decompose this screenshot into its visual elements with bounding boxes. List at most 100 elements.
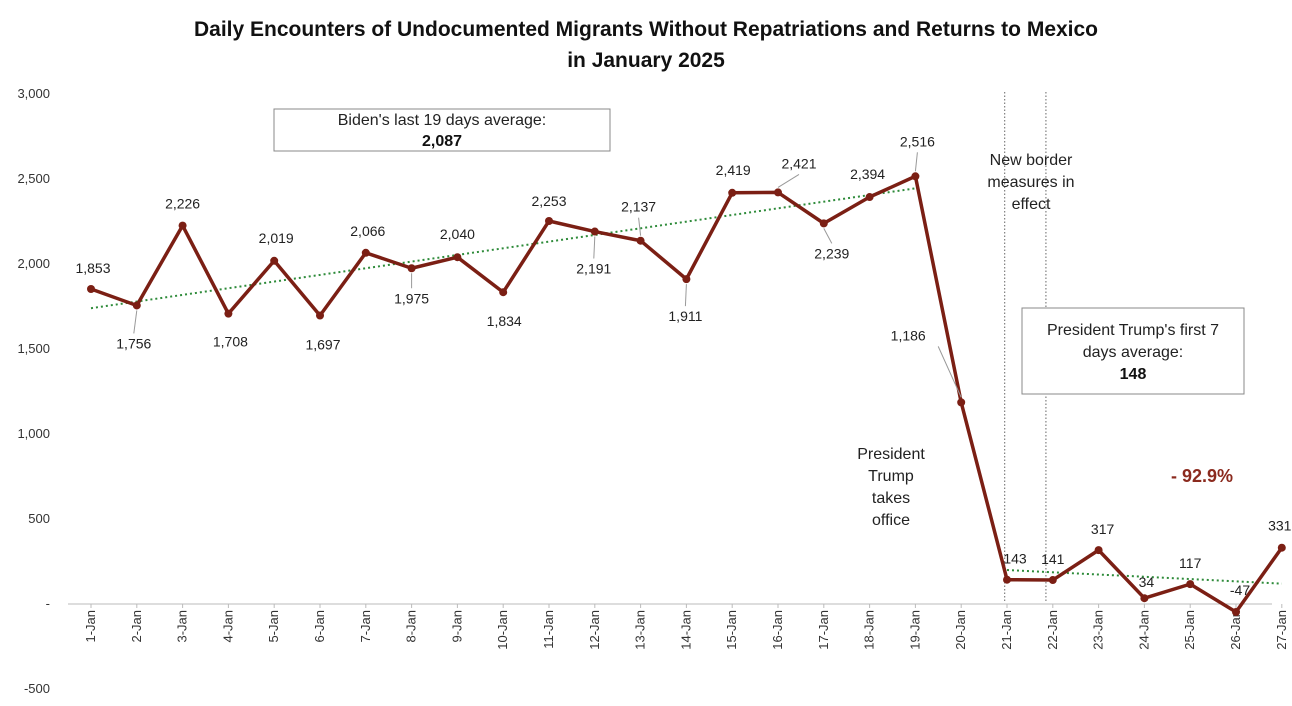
data-label: 143	[1003, 551, 1027, 567]
vertical-markers	[1004, 92, 1047, 602]
data-label: 2,137	[621, 199, 656, 215]
x-tick-label: 24-Jan	[1136, 610, 1151, 650]
x-tick-label: 26-Jan	[1228, 610, 1243, 650]
label-leader-line	[638, 217, 642, 236]
trendlines	[90, 187, 1282, 585]
x-tick-label: 10-Jan	[495, 610, 510, 650]
y-tick-label: -500	[24, 681, 50, 696]
border-measures-annotation: New border measures in effect	[987, 152, 1074, 213]
data-point	[1003, 575, 1011, 584]
data-point	[316, 311, 324, 320]
takes-office-line-3: takes	[872, 490, 910, 507]
x-tick-label: 9-Jan	[449, 610, 464, 643]
data-point	[819, 219, 828, 228]
data-point	[774, 188, 782, 197]
data-point	[865, 193, 874, 202]
x-tick-label: 7-Jan	[358, 610, 373, 643]
series-line	[87, 172, 1286, 616]
x-tick-label: 15-Jan	[724, 610, 739, 650]
takes-office-line-2: Trump	[868, 468, 914, 485]
y-tick-label: 2,000	[17, 256, 50, 271]
x-tick-label: 16-Jan	[770, 610, 785, 650]
data-point	[270, 256, 279, 265]
label-leader-line	[133, 310, 138, 334]
data-label: 117	[1179, 555, 1202, 571]
x-tick-label: 12-Jan	[587, 610, 602, 650]
takes-office-line-4: office	[872, 512, 910, 529]
chart-title-line-1: Daily Encounters of Undocumented Migrant…	[194, 18, 1098, 41]
y-tick-label: 2,500	[17, 171, 50, 186]
data-point	[636, 236, 645, 245]
x-tick-label: 13-Jan	[633, 610, 648, 650]
x-tick-label: 11-Jan	[541, 610, 556, 649]
x-tick-label: 19-Jan	[907, 610, 922, 650]
label-leader-line	[593, 236, 596, 259]
label-leader-line	[937, 346, 962, 398]
data-label: 2,226	[165, 196, 200, 212]
data-point	[590, 227, 599, 236]
data-label: 141	[1041, 551, 1065, 567]
y-tick-label: 3,000	[17, 86, 50, 101]
data-label: 1,756	[116, 335, 151, 351]
data-point	[957, 398, 966, 407]
y-tick-label: 500	[28, 511, 50, 526]
border-line-3: effect	[1012, 196, 1051, 213]
data-label: 331	[1268, 518, 1292, 534]
trump-box-line-3: 148	[1120, 366, 1147, 383]
trump-box-line-2: days average:	[1083, 344, 1184, 361]
data-label: 1,697	[305, 337, 340, 353]
x-tick-label: 17-Jan	[816, 610, 831, 650]
x-tick-label: 18-Jan	[862, 610, 877, 650]
x-tick-label: 4-Jan	[220, 610, 235, 643]
data-label: 317	[1091, 521, 1115, 537]
data-point	[1232, 607, 1240, 616]
x-tick-label: 8-Jan	[404, 610, 419, 643]
biden-box-line-2: 2,087	[422, 133, 462, 150]
label-leader-line	[777, 174, 800, 188]
trump-box-line-1: President Trump's first 7	[1047, 322, 1219, 339]
border-line-1: New border	[990, 152, 1073, 169]
data-label: 1,708	[213, 334, 248, 350]
data-label: 2,019	[259, 230, 294, 246]
data-point	[499, 288, 508, 297]
y-tick-label: 1,500	[17, 341, 50, 356]
x-axis: 1-Jan 2-Jan 3-Jan 4-Jan 5-Jan 6-Jan 7-Jan 8-Jan…	[68, 603, 1289, 650]
x-tick-label: 25-Jan	[1182, 610, 1197, 650]
data-point	[361, 248, 370, 257]
x-tick-label: 22-Jan	[1045, 610, 1060, 650]
x-tick-label: 21-Jan	[999, 610, 1014, 650]
x-tick-label: 3-Jan	[175, 610, 190, 643]
x-tick-label: 27-Jan	[1274, 610, 1289, 650]
data-point	[87, 284, 95, 293]
percent-change-label: - 92.9%	[1171, 466, 1233, 486]
data-label: 2,516	[900, 133, 935, 149]
y-axis: 3,000 2,500 2,000 1,500 1,000 500 - -500	[17, 86, 50, 696]
trendline	[1006, 569, 1282, 585]
trendline	[90, 187, 916, 310]
label-leader-line	[823, 228, 833, 244]
data-point	[545, 216, 553, 225]
data-point	[1140, 594, 1149, 603]
data-label: 2,040	[440, 226, 475, 242]
data-point	[1094, 546, 1103, 555]
data-point	[1048, 576, 1057, 585]
data-label: 2,394	[850, 166, 885, 182]
biden-box-line-1: Biden's last 19 days average:	[338, 112, 547, 129]
data-point	[453, 253, 462, 262]
data-label: 2,066	[350, 223, 385, 239]
data-label: 2,253	[531, 193, 566, 209]
data-labels: 1,853 1,756 2,226 1,708 2,019 1,697 2,066 1,975…	[75, 133, 1291, 598]
data-label: 2,191	[576, 261, 611, 277]
data-label: 1,186	[891, 327, 926, 343]
y-tick-label: 1,000	[17, 426, 50, 441]
data-label: 2,239	[814, 245, 849, 261]
data-point	[178, 221, 187, 230]
label-leader-line	[914, 152, 918, 172]
x-tick-label: 2-Jan	[129, 610, 144, 643]
data-point	[911, 172, 920, 181]
data-label: 34	[1139, 574, 1155, 590]
x-tick-label: 6-Jan	[312, 610, 327, 643]
y-tick-label: -	[46, 596, 50, 611]
data-point	[224, 309, 233, 318]
